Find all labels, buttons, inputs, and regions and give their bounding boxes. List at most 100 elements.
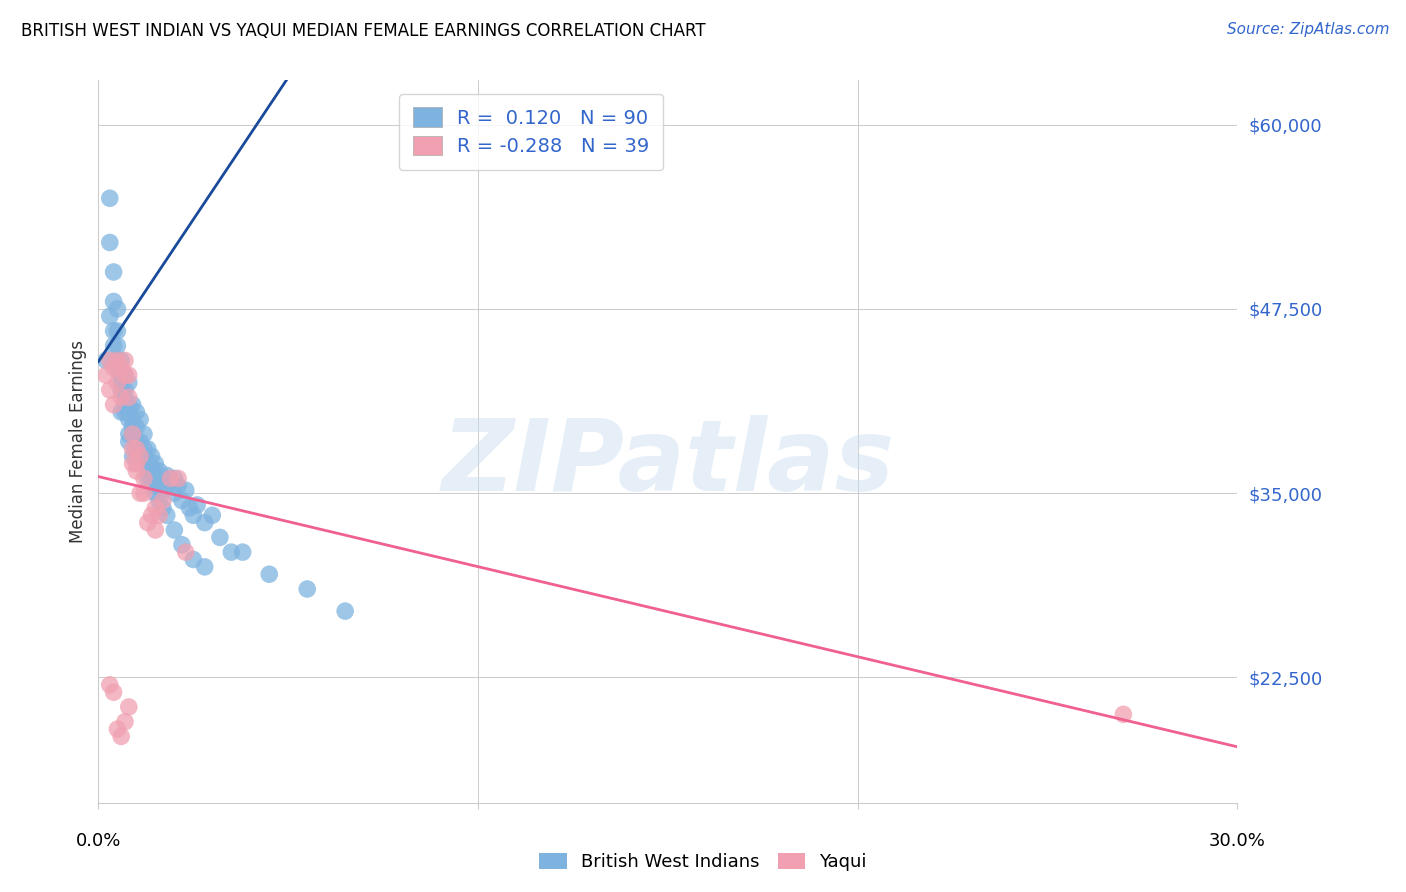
Point	[107, 324, 129, 338]
Point	[110, 405, 132, 419]
Point	[148, 493, 170, 508]
Point	[170, 493, 193, 508]
Point	[110, 368, 132, 383]
Point	[183, 508, 205, 523]
Point	[156, 508, 179, 523]
Point	[148, 464, 170, 478]
Point	[152, 483, 174, 498]
Point	[125, 450, 148, 464]
Point	[129, 450, 152, 464]
Point	[118, 434, 141, 449]
Point	[132, 442, 155, 456]
Point	[114, 368, 136, 383]
Point	[98, 678, 121, 692]
Point	[201, 508, 224, 523]
Point	[110, 390, 132, 404]
Point	[121, 412, 143, 426]
Point	[129, 450, 152, 464]
Point	[103, 324, 125, 338]
Point	[156, 479, 179, 493]
Text: 30.0%: 30.0%	[1209, 832, 1265, 850]
Point	[103, 398, 125, 412]
Point	[145, 479, 167, 493]
Point	[148, 475, 170, 489]
Point	[118, 412, 141, 426]
Point	[129, 450, 152, 464]
Point	[152, 471, 174, 485]
Point	[335, 604, 357, 618]
Point	[179, 500, 201, 515]
Point	[163, 471, 186, 485]
Point	[114, 714, 136, 729]
Point	[132, 471, 155, 485]
Point	[186, 498, 208, 512]
Point	[103, 294, 125, 309]
Point	[114, 383, 136, 397]
Point	[141, 459, 163, 474]
Point	[107, 301, 129, 316]
Point	[174, 483, 197, 498]
Point	[136, 464, 159, 478]
Point	[118, 376, 141, 390]
Point	[110, 368, 132, 383]
Point	[103, 685, 125, 699]
Point	[114, 353, 136, 368]
Y-axis label: Median Female Earnings: Median Female Earnings	[69, 340, 87, 543]
Point	[118, 427, 141, 442]
Point	[136, 442, 159, 456]
Point	[107, 722, 129, 736]
Point	[98, 191, 121, 205]
Point	[121, 427, 143, 442]
Point	[259, 567, 281, 582]
Point	[125, 419, 148, 434]
Point	[148, 508, 170, 523]
Point	[136, 453, 159, 467]
Point	[194, 516, 217, 530]
Text: 0.0%: 0.0%	[76, 832, 121, 850]
Point	[152, 493, 174, 508]
Point	[152, 500, 174, 515]
Point	[114, 390, 136, 404]
Point	[98, 235, 121, 250]
Point	[132, 457, 155, 471]
Text: ZIPatlas: ZIPatlas	[441, 415, 894, 512]
Point	[110, 353, 132, 368]
Point	[121, 419, 143, 434]
Point	[107, 339, 129, 353]
Point	[114, 405, 136, 419]
Legend: R =  0.120   N = 90, R = -0.288   N = 39: R = 0.120 N = 90, R = -0.288 N = 39	[399, 94, 664, 169]
Point	[121, 450, 143, 464]
Point	[232, 545, 254, 559]
Point	[107, 376, 129, 390]
Point	[132, 486, 155, 500]
Point	[159, 471, 181, 485]
Point	[118, 398, 141, 412]
Point	[141, 450, 163, 464]
Point	[159, 475, 181, 489]
Point	[110, 383, 132, 397]
Point	[121, 427, 143, 442]
Point	[132, 457, 155, 471]
Point	[125, 457, 148, 471]
Point	[107, 353, 129, 368]
Point	[121, 442, 143, 456]
Point	[145, 523, 167, 537]
Point	[141, 471, 163, 485]
Point	[156, 468, 179, 483]
Point	[103, 339, 125, 353]
Point	[125, 464, 148, 478]
Point	[125, 405, 148, 419]
Point	[98, 309, 121, 323]
Point	[110, 360, 132, 375]
Text: BRITISH WEST INDIAN VS YAQUI MEDIAN FEMALE EARNINGS CORRELATION CHART: BRITISH WEST INDIAN VS YAQUI MEDIAN FEMA…	[21, 22, 706, 40]
Point	[118, 700, 141, 714]
Point	[183, 552, 205, 566]
Point	[167, 471, 190, 485]
Point	[1112, 707, 1135, 722]
Point	[145, 468, 167, 483]
Point	[94, 353, 117, 368]
Point	[221, 545, 243, 559]
Legend: British West Indians, Yaqui: British West Indians, Yaqui	[533, 846, 873, 879]
Point	[114, 368, 136, 383]
Point	[141, 479, 163, 493]
